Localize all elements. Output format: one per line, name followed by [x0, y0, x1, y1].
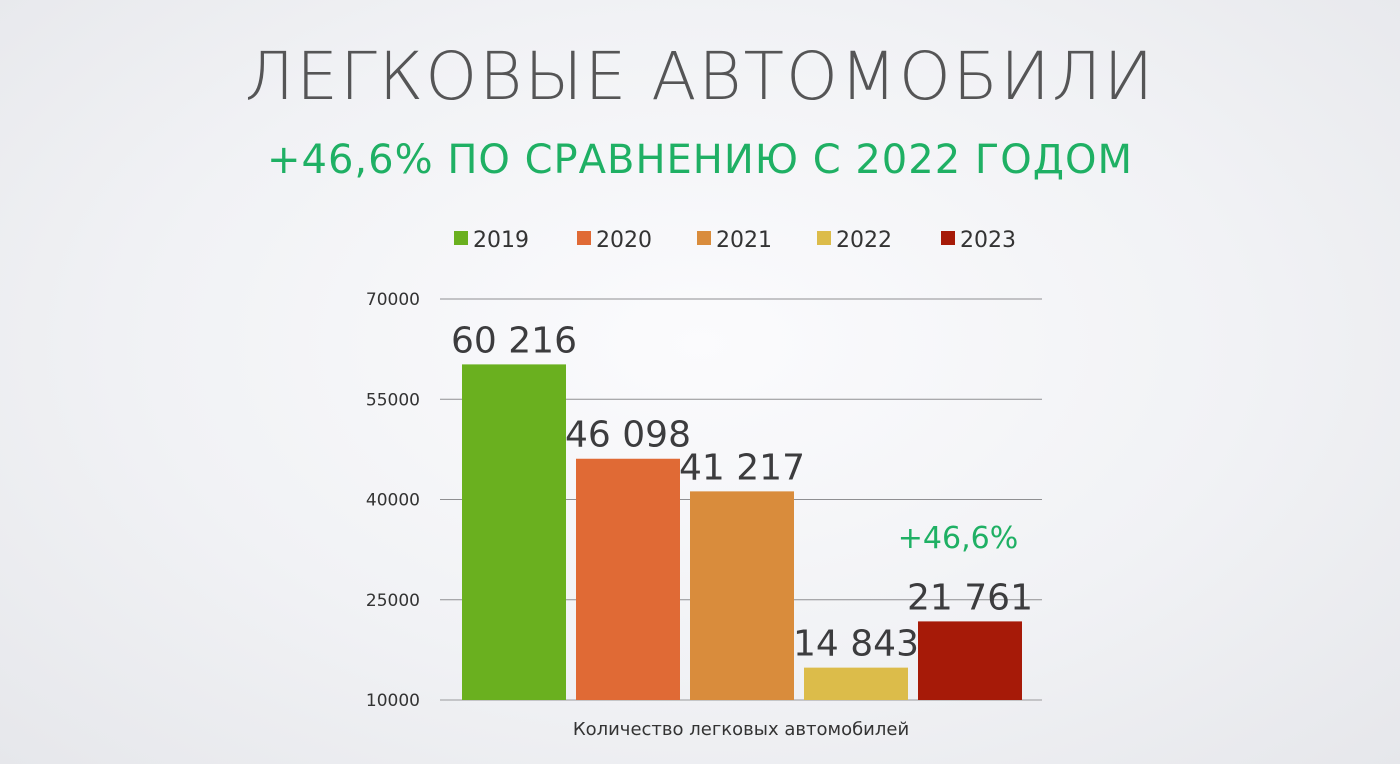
legend-swatch	[697, 231, 711, 245]
data-label-2022: 14 843	[793, 624, 919, 665]
y-axis: 10000 25000 40000 55000 70000	[366, 290, 420, 711]
legend-item-2022: 2022	[817, 228, 892, 253]
slide-subtitle: +46,6% ПО СРАВНЕНИЮ С 2022 ГОДОМ	[267, 137, 1133, 183]
data-label-2023: 21 761	[907, 577, 1033, 618]
bar-2020	[576, 458, 680, 700]
slide-title: ЛЕГКОВЫЕ АВТОМОБИЛИ	[244, 38, 1156, 115]
x-axis-label: Количество легковых автомобилей	[573, 719, 909, 740]
bar-2023	[918, 621, 1022, 700]
legend-item-2020: 2020	[577, 228, 652, 253]
data-label-2021: 41 217	[679, 447, 805, 488]
y-tick-label: 55000	[366, 390, 420, 410]
legend-item-2021: 2021	[697, 228, 772, 253]
legend-swatch	[817, 231, 831, 245]
bar-2019	[462, 364, 566, 700]
growth-annotation: +46,6%	[898, 521, 1018, 556]
y-tick-label: 70000	[366, 290, 420, 310]
legend-item-2019: 2019	[454, 228, 529, 253]
bar-2021	[690, 491, 794, 700]
legend-label: 2023	[960, 228, 1016, 253]
legend-item-2023: 2023	[941, 228, 1016, 253]
data-label-2019: 60 216	[451, 320, 577, 361]
chart-legend: 2019 2020 2021 2022 2023	[454, 228, 1016, 253]
bar-2022	[804, 667, 908, 700]
legend-swatch	[454, 231, 468, 245]
legend-label: 2022	[836, 228, 892, 253]
bar-group	[462, 364, 1022, 700]
legend-label: 2019	[473, 228, 529, 253]
legend-swatch	[941, 231, 955, 245]
y-tick-label: 25000	[366, 591, 420, 611]
legend-label: 2021	[716, 228, 772, 253]
legend-swatch	[577, 231, 591, 245]
y-tick-label: 40000	[366, 491, 420, 511]
y-tick-label: 10000	[366, 691, 420, 711]
data-label-2020: 46 098	[565, 415, 691, 456]
legend-label: 2020	[596, 228, 652, 253]
